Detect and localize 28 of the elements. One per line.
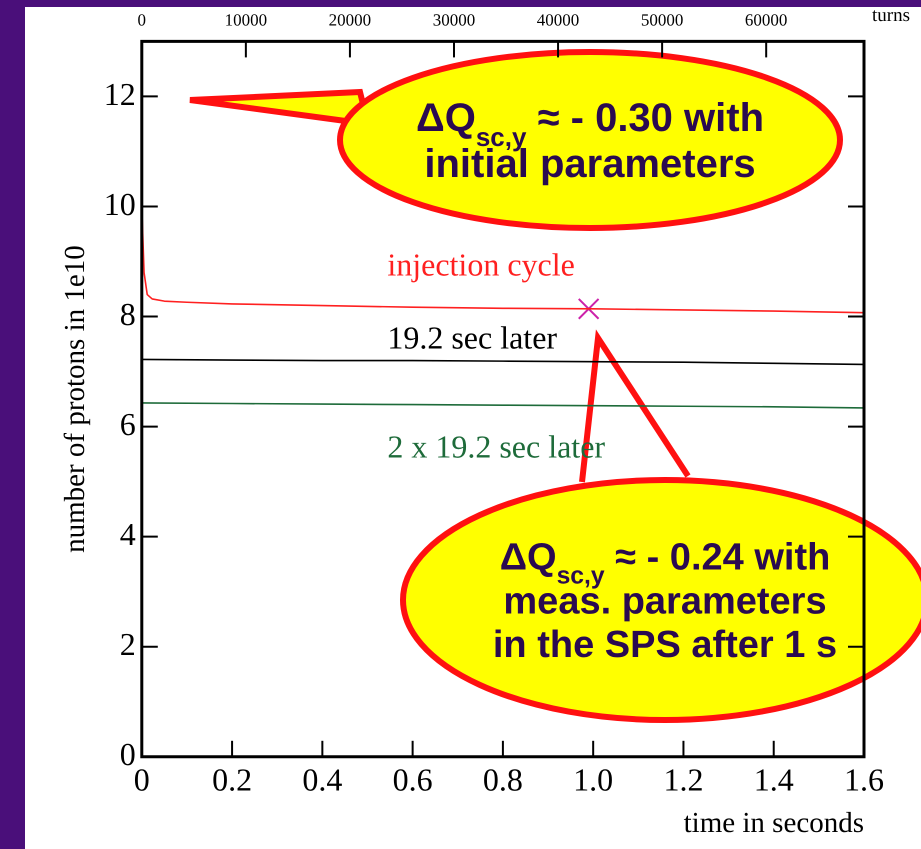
x-tick-label: 0.4 <box>302 761 342 798</box>
series-label: injection cycle <box>387 246 575 282</box>
x-tick-label: 0.8 <box>482 761 523 798</box>
annotation: ΔQ$_{sc,y}$ ≈ - 0.30 with initial parameters <box>416 96 764 186</box>
y-tick-label: 6 <box>120 406 136 442</box>
y-tick-label: 8 <box>120 296 136 332</box>
x2-tick-label: 20000 <box>328 10 372 30</box>
x-tick-label: 0.2 <box>212 761 252 798</box>
x2-tick-label: 10000 <box>224 10 268 30</box>
x-tick-label: 1.4 <box>754 761 794 798</box>
x-tick-label: 0.6 <box>392 761 433 798</box>
y-tick-label: 2 <box>120 626 136 662</box>
x2-tick-label: 30000 <box>432 10 476 30</box>
y-axis-title: number of protons in 1e10 <box>59 245 92 553</box>
x-axis-title: time in seconds <box>684 807 864 840</box>
series-label: 19.2 sec later <box>387 319 558 356</box>
x2-tick-label: 40000 <box>536 10 580 30</box>
y-tick-label: 4 <box>120 516 136 552</box>
x2-tick-label: 50000 <box>640 10 684 30</box>
annotation: ΔQ$_{sc,y}$ ≈ - 0.24 with meas. parameters in the SPS after 1 s <box>492 536 838 666</box>
y-tick-label: 10 <box>104 186 136 222</box>
x-tick-label: 1.0 <box>573 761 614 798</box>
y-tick-label: 0 <box>120 736 136 772</box>
x2-axis-title: turns <box>872 4 910 26</box>
y-tick-label: 12 <box>104 76 136 112</box>
x-tick-label: 1.6 <box>844 761 884 798</box>
x2-tick-label: 60000 <box>744 10 788 30</box>
x-tick-label: 1.2 <box>663 761 704 798</box>
